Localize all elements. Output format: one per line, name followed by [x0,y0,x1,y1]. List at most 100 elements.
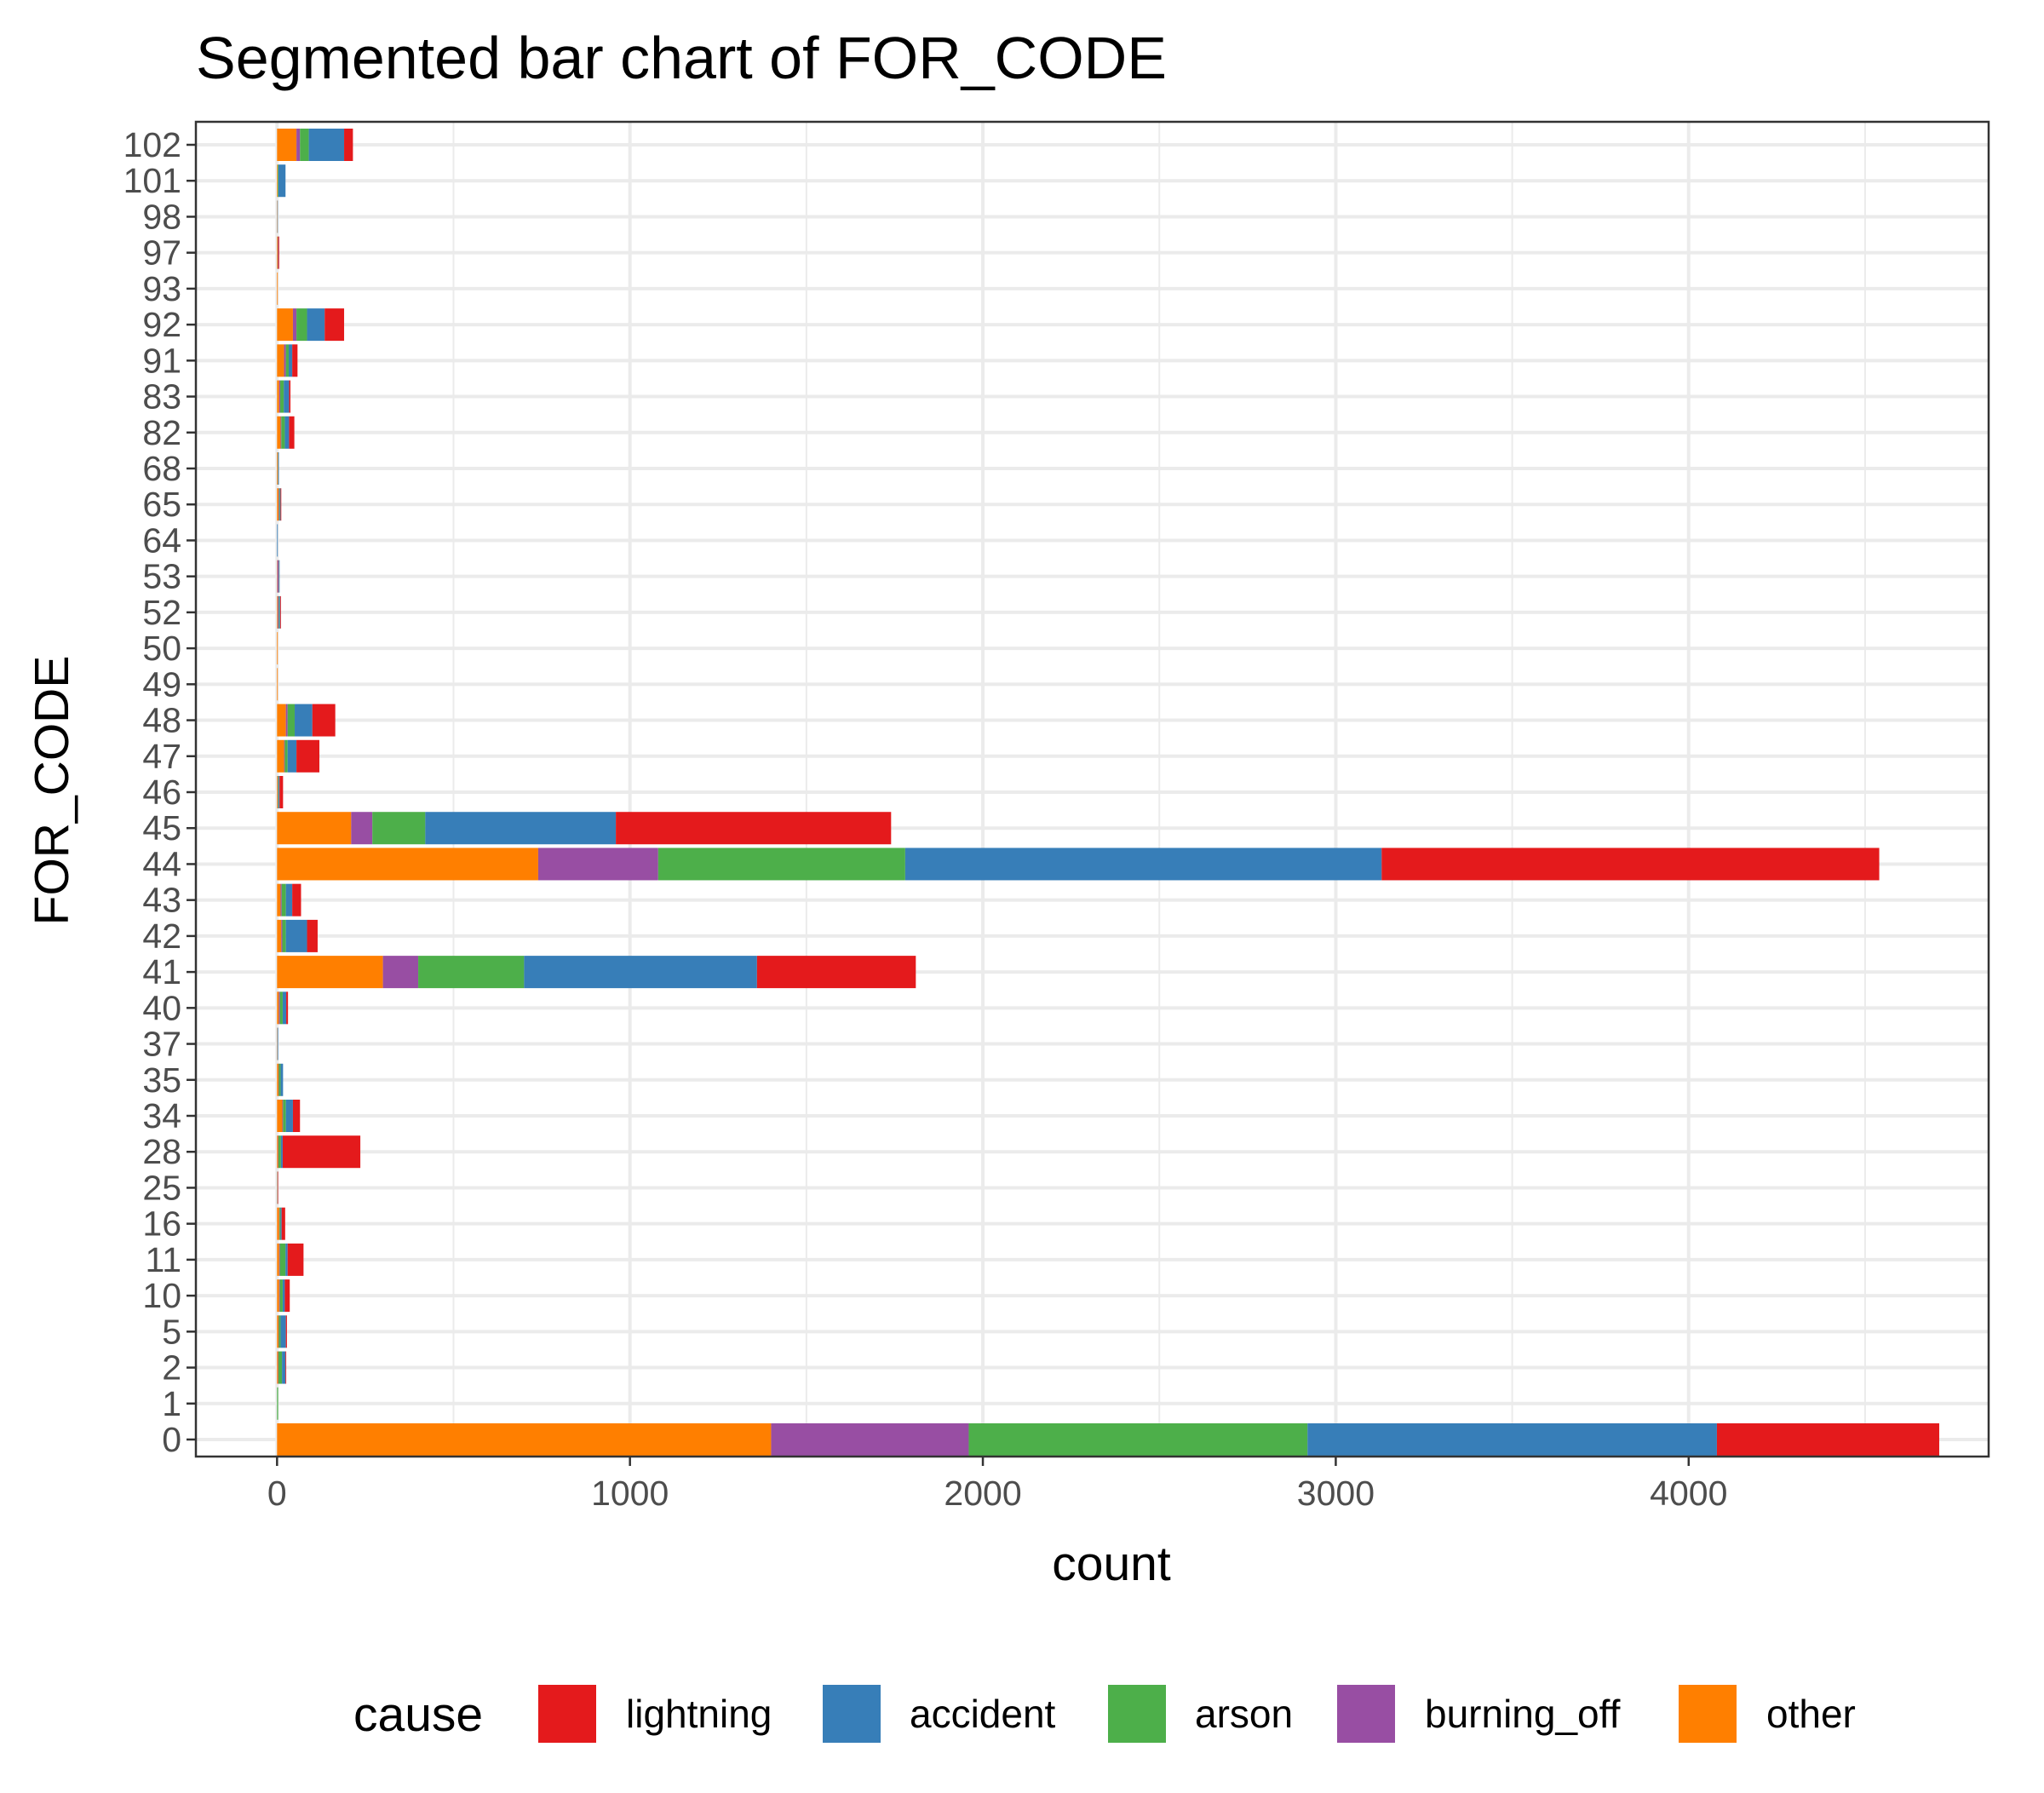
bar-segment-65-burning_off [278,488,279,521]
bar-segment-43-other [277,883,281,917]
bar-segment-97-other [277,236,278,269]
bar-segment-2-burning_off [278,1351,279,1384]
y-tick-label: 37 [142,1025,181,1064]
bar-segment-98-other [277,200,278,233]
y-tick-label: 10 [142,1276,181,1315]
bar-segment-65-accident [279,488,281,521]
bar-segment-16-burning_off [278,1207,280,1240]
bar-segment-34-burning_off [282,1100,284,1132]
bar-segment-82-burning_off [280,416,282,449]
bar-segment-83-burning_off [278,380,281,413]
bar-segment-42-lightning [307,919,318,952]
legend-key-lightning [538,1685,596,1743]
bar-segment-44-arson [657,848,905,881]
bar-segment-0-accident [1307,1423,1717,1456]
bar-segment-41-other [277,956,383,989]
x-tick-label: 2000 [944,1474,1021,1513]
bar-segment-16-arson [279,1207,281,1240]
bar-segment-47-burning_off [284,739,285,773]
bar-segment-0-burning_off [771,1423,969,1456]
bar-segment-0-lightning [1716,1423,1939,1456]
bar-segment-101-accident [278,164,286,198]
bar-segment-91-lightning [292,344,298,377]
bar-segment-83-lightning [289,380,291,413]
bar-segment-92-burning_off [292,308,297,342]
legend-key-other [1679,1685,1737,1743]
bar-segment-48-burning_off [285,704,288,737]
y-tick-label: 35 [142,1060,181,1100]
bar-segment-40-arson [279,991,283,1025]
bar-segment-52-arson [278,595,280,629]
bar-segment-41-burning_off [382,956,419,989]
bar-segment-48-arson [287,704,296,737]
bar-segment-46-lightning [279,776,284,808]
bar-segment-45-arson [372,812,426,845]
y-tick-label: 52 [142,593,181,632]
bar-segment-44-accident [904,848,1382,881]
bar-segment-11-accident [285,1243,288,1276]
bar-segment-46-arson [278,776,279,808]
bar-segment-52-accident [279,595,281,629]
y-tick-label: 2 [162,1348,181,1388]
y-tick-label: 46 [142,773,181,812]
bar-segment-42-burning_off [281,919,283,952]
bar-segment-10-burning_off [278,1279,280,1313]
legend-title: cause [353,1687,483,1742]
y-tick-label: 28 [142,1132,181,1171]
bar-segment-45-lightning [616,812,892,845]
bar-segment-47-lightning [296,739,320,773]
bar-segment-11-lightning [287,1243,304,1276]
bar-segment-65-lightning [280,488,282,521]
bar-segment-42-other [277,919,282,952]
bar-segment-68-other [277,452,278,485]
y-tick-label: 43 [142,881,181,920]
bar-segment-16-accident [280,1207,282,1240]
bar-segment-65-arson [278,488,280,521]
bar-segment-45-other [277,812,352,845]
bar-segment-49-other [277,668,278,701]
legend: cause lightning accident arson burning_off o… [353,1685,1856,1743]
y-tick-label: 49 [142,664,181,704]
bar-segment-45-burning_off [351,812,373,845]
bar-segment-53-arson [278,560,279,593]
bar-segment-11-burning_off [278,1243,280,1276]
bar-segment-47-accident [287,739,297,773]
bar-segment-48-lightning [312,704,336,737]
bar-segment-0-arson [968,1423,1308,1456]
y-tick-label: 45 [142,808,181,848]
gridlines [196,122,1989,1457]
bar-segment-5-other [277,1315,278,1348]
bar-segment-10-lightning [284,1279,290,1313]
y-tick-label: 92 [142,305,181,344]
bar-segment-82-lightning [289,416,295,449]
bar-segment-34-accident [285,1100,293,1132]
bar-segment-43-arson [281,883,286,917]
bar-segment-91-other [277,344,284,377]
y-tick-label: 5 [162,1312,181,1351]
y-tick-label: 50 [142,629,181,668]
bar-segment-5-accident [280,1315,286,1348]
y-tick-label: 97 [142,233,181,273]
bar-segment-82-other [277,416,281,449]
bar-segment-34-arson [283,1100,286,1132]
y-tick-label: 102 [123,125,181,164]
y-tick-label: 91 [142,341,181,380]
bar-segment-92-lightning [324,308,345,342]
bar-segment-28-arson [278,1135,281,1169]
bar-segment-83-accident [284,380,290,413]
bar-segment-68-accident [278,452,279,485]
bar-segment-92-other [277,308,293,342]
bar-segment-2-arson [278,1351,283,1384]
bar-segment-68-arson [278,452,279,485]
bar-segment-43-accident [285,883,293,917]
panel-background [196,122,1989,1457]
bar-segment-2-lightning [285,1351,287,1384]
bar-segment-97-lightning [278,236,279,269]
legend-label-accident: accident [910,1692,1056,1736]
y-tick-label: 98 [142,197,181,236]
bar-segment-52-lightning [280,595,281,629]
y-tick-label: 11 [145,1240,181,1279]
bar-segment-28-accident [280,1135,283,1169]
bar-segment-28-burning_off [278,1135,279,1169]
bar-segment-2-accident [282,1351,286,1384]
